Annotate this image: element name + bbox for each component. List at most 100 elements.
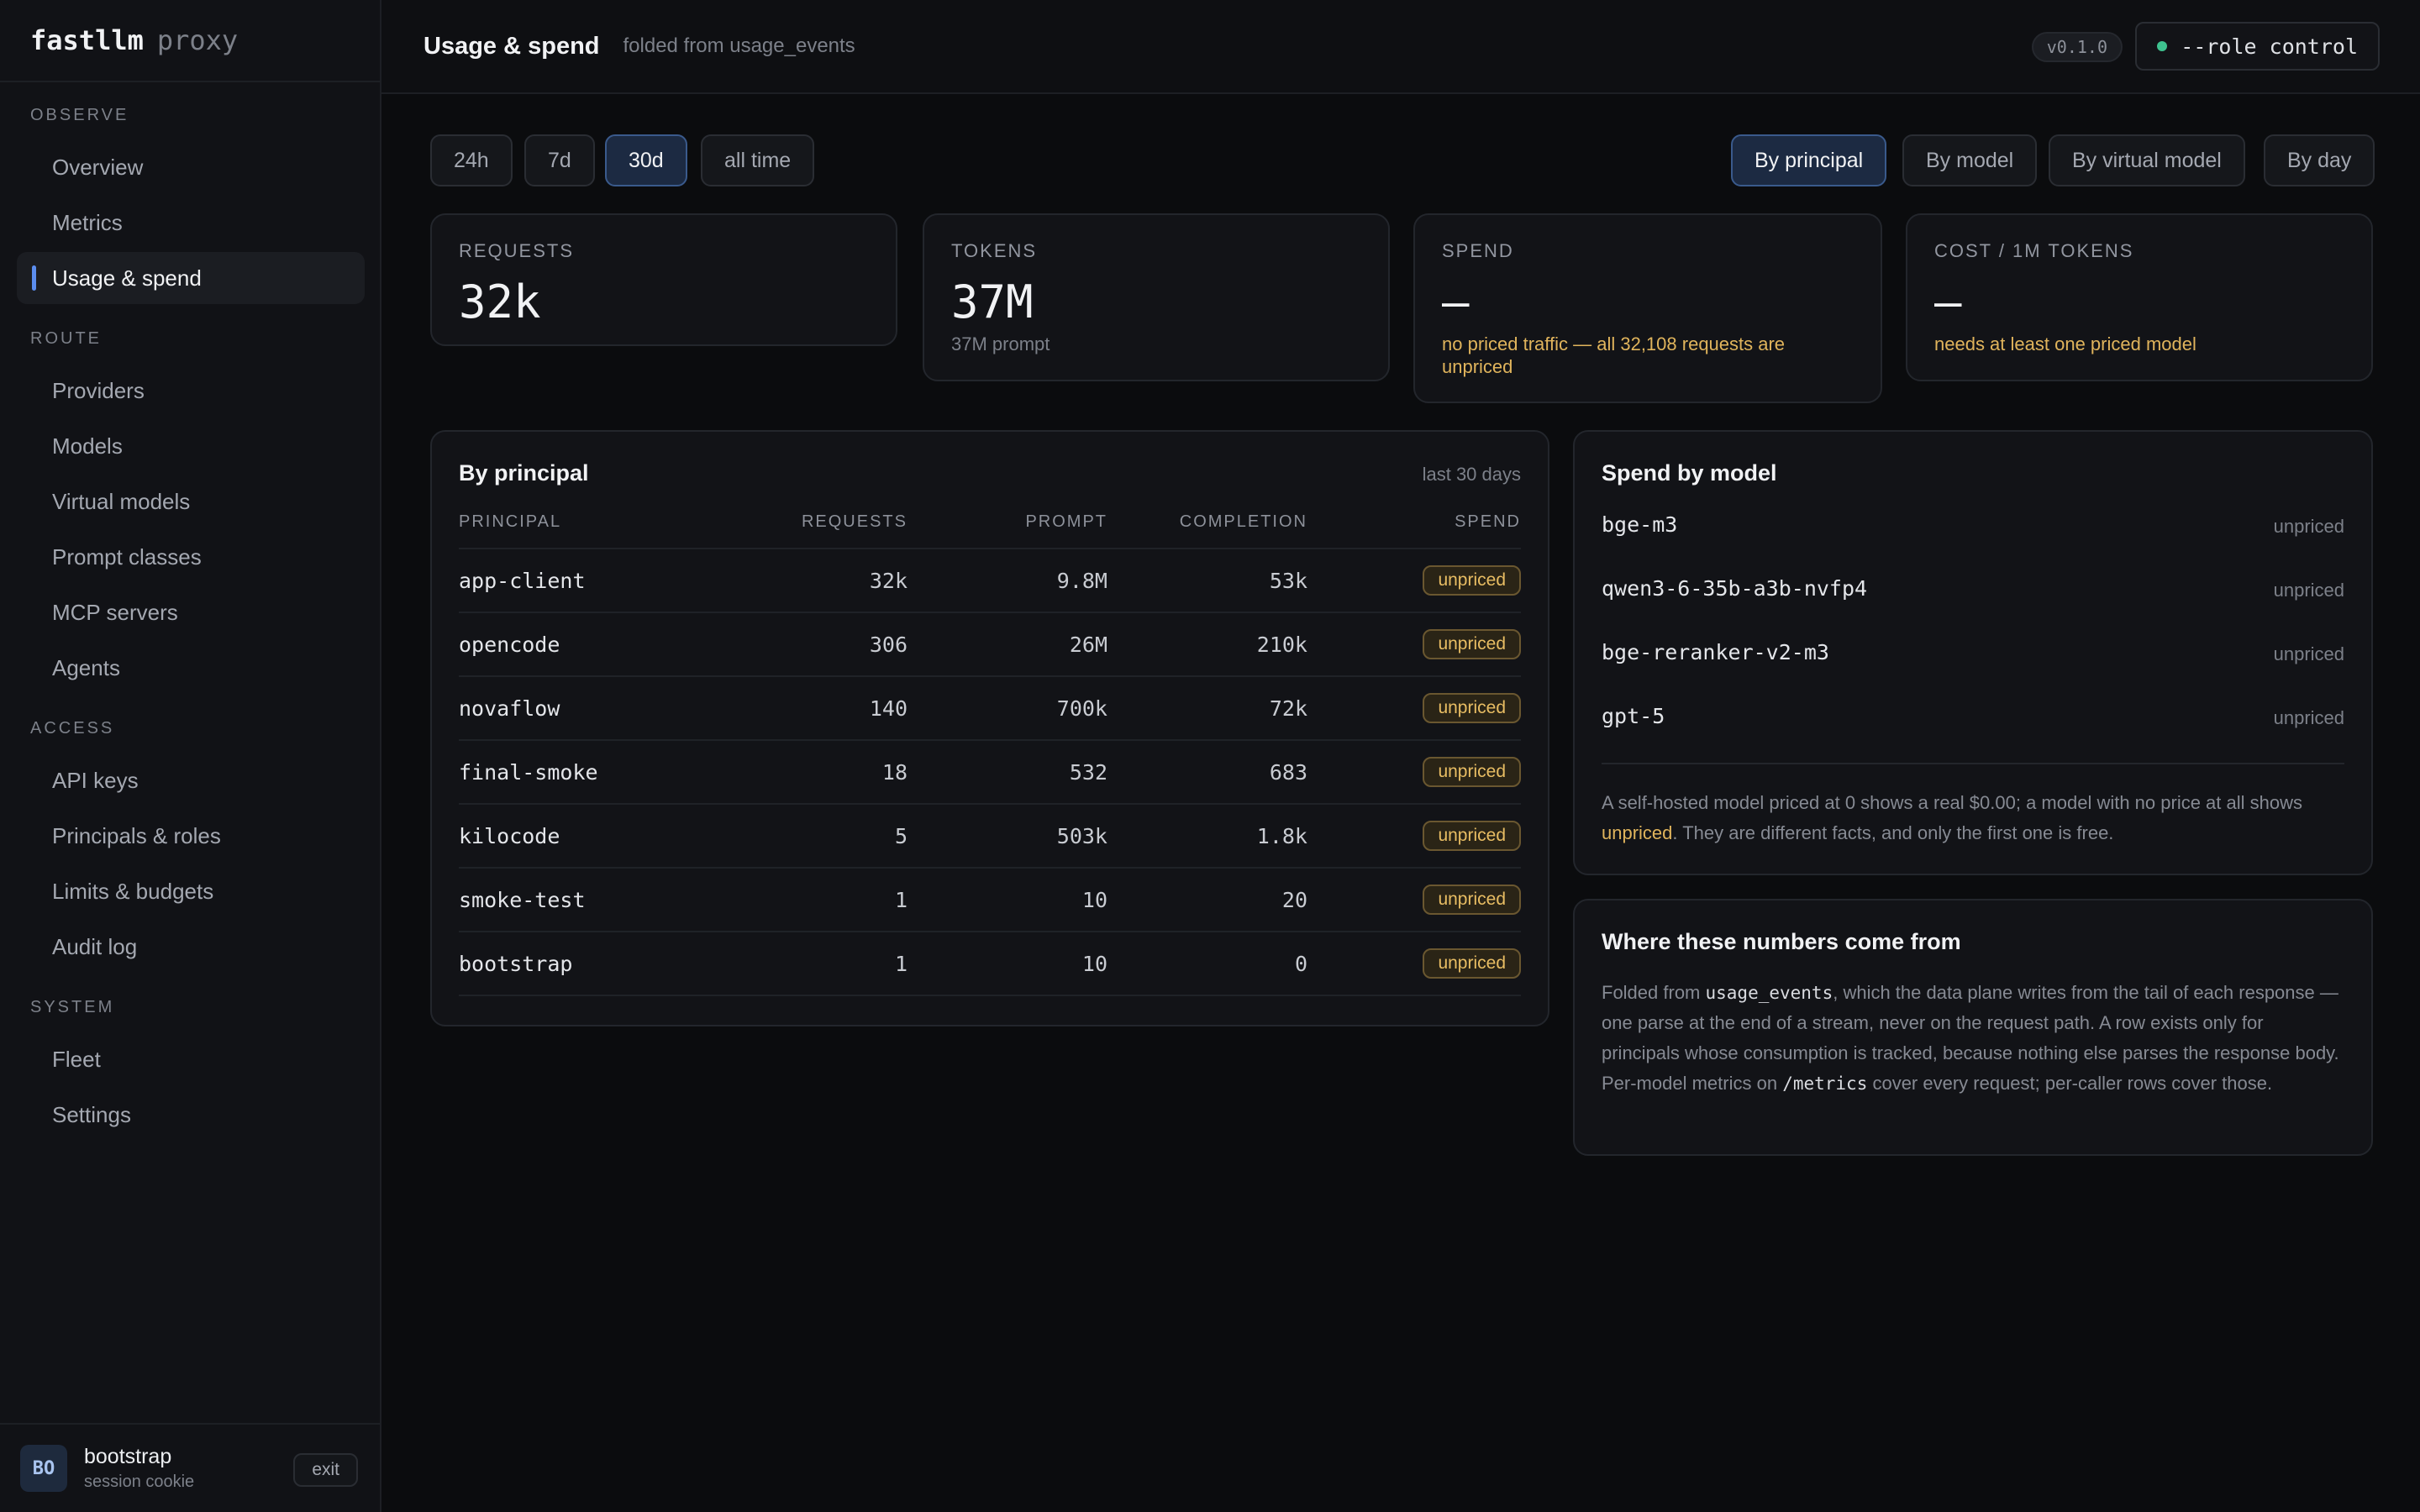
sidebar-item-virtual-models[interactable]: Virtual models [52, 488, 191, 514]
stat-note: no priced traffic — all 32,108 requests … [1442, 333, 1786, 377]
nav-section-observe: OBSERVE [30, 106, 129, 124]
model-name: qwen3-6-35b-a3b-nvfp4 [1602, 576, 1868, 601]
brand-logo[interactable]: fastllm proxy [0, 0, 380, 82]
model-row[interactable]: bge-m3 unpriced [1602, 494, 2344, 558]
table-row[interactable]: bootstrap 1 10 0 unpriced [459, 931, 1521, 995]
stat-value: — [1934, 276, 1962, 328]
brand-name: fastllm [30, 24, 144, 56]
group-by-day-button[interactable]: By day [2264, 134, 2375, 186]
stat-card-tokens: TOKENS 37M 37M prompt [923, 213, 1390, 381]
stat-card-requests: REQUESTS 32k [430, 213, 897, 346]
sidebar-item-mcp-servers[interactable]: MCP servers [52, 599, 178, 625]
source-text: Folded from [1602, 982, 1706, 1003]
sidebar-item-metrics[interactable]: Metrics [52, 209, 123, 235]
spend-by-model-panel: Spend by model bge-m3 unpriced qwen3-6-3… [1573, 430, 2373, 875]
group-by-model-button[interactable]: By model [1902, 134, 2038, 186]
status-badge: unpriced [1423, 629, 1521, 659]
sidebar-item-agents[interactable]: Agents [52, 654, 120, 680]
requests-cell: 18 [881, 759, 908, 785]
nav-section-access: ACCESS [30, 719, 115, 738]
sidebar-item-principals-roles[interactable]: Principals & roles [52, 822, 221, 848]
range-24h-button[interactable]: 24h [430, 134, 513, 186]
spend-cell: unpriced [1423, 613, 1521, 675]
sidebar-item-usage-spend[interactable]: Usage & spend [17, 252, 365, 304]
stat-label: SPEND [1442, 240, 1514, 261]
stat-label: REQUESTS [459, 240, 575, 261]
sidebar-item-limits-budgets[interactable]: Limits & budgets [52, 878, 214, 904]
principal-cell: bootstrap [459, 951, 573, 976]
pricing-note-text: A self-hosted model priced at 0 shows a … [1602, 792, 2303, 813]
table-row[interactable]: novaflow 140 700k 72k unpriced [459, 675, 1521, 739]
column-header-requests: REQUESTS [801, 512, 908, 531]
stat-note: 37M prompt [951, 333, 1050, 354]
stat-card-spend: SPEND — no priced traffic — all 32,108 r… [1413, 213, 1882, 403]
table-row[interactable]: smoke-test 1 10 20 unpriced [459, 867, 1521, 931]
user-name: bootstrap [84, 1445, 172, 1468]
model-spend: unpriced [2273, 516, 2344, 537]
completion-cell: 683 [1269, 759, 1307, 785]
stat-card-cost-per-token: COST / 1M TOKENS — needs at least one pr… [1906, 213, 2373, 381]
prompt-cell: 10 [1081, 951, 1107, 976]
model-spend: unpriced [2273, 707, 2344, 728]
table-row[interactable]: kilocode 5 503k 1.8k unpriced [459, 803, 1521, 867]
status-badge: unpriced [1423, 757, 1521, 787]
status-badge: unpriced [1423, 565, 1521, 596]
version-badge: v0.1.0 [2031, 32, 2123, 62]
model-spend: unpriced [2273, 643, 2344, 664]
panel-title: Spend by model [1602, 460, 1777, 486]
completion-cell: 0 [1294, 951, 1307, 976]
prompt-cell: 503k [1056, 823, 1107, 848]
range-7d-button[interactable]: 7d [524, 134, 595, 186]
sidebar-item-settings[interactable]: Settings [52, 1101, 131, 1127]
exit-button[interactable]: exit [293, 1453, 358, 1487]
table-row[interactable]: opencode 306 26M 210k unpriced [459, 612, 1521, 675]
sidebar-item-prompt-classes[interactable]: Prompt classes [52, 543, 202, 570]
completion-cell: 210k [1256, 632, 1307, 657]
status-badge: unpriced [1423, 885, 1521, 915]
column-header-prompt: PROMPT [1025, 512, 1107, 531]
stat-label: COST / 1M TOKENS [1934, 240, 2134, 261]
status-dot-icon [2157, 41, 2168, 51]
principal-table-panel: By principal last 30 days PRINCIPAL REQU… [430, 430, 1549, 1026]
table-row[interactable]: final-smoke 18 532 683 unpriced [459, 739, 1521, 803]
column-header-spend: SPEND [1455, 512, 1521, 531]
role-label: --role control [2181, 34, 2358, 59]
data-source-panel: Where these numbers come from Folded fro… [1573, 899, 2373, 1156]
group-by-principal-button[interactable]: By principal [1731, 134, 1887, 186]
top-header: Usage & spend folded from usage_events v… [381, 0, 2420, 94]
spend-cell: unpriced [1423, 932, 1521, 995]
sidebar-item-api-keys[interactable]: API keys [52, 767, 139, 793]
role-indicator[interactable]: --role control [2135, 22, 2380, 71]
prompt-cell: 10 [1081, 887, 1107, 912]
sidebar-item-overview[interactable]: Overview [52, 154, 144, 180]
brand-suffix: proxy [156, 24, 239, 56]
user-panel: BO bootstrap session cookie exit [0, 1423, 380, 1512]
page-title: Usage & spend [424, 32, 600, 60]
status-badge: unpriced [1423, 821, 1521, 851]
divider [1602, 763, 2344, 764]
principal-cell: smoke-test [459, 887, 586, 912]
panel-title: Where these numbers come from [1602, 929, 1961, 954]
model-row[interactable]: bge-reranker-v2-m3 unpriced [1602, 622, 2344, 685]
prompt-cell: 532 [1069, 759, 1107, 785]
stat-note: needs at least one priced model [1934, 333, 2196, 354]
spend-cell: unpriced [1423, 549, 1521, 612]
sidebar-item-providers[interactable]: Providers [52, 377, 145, 403]
model-name: bge-m3 [1602, 512, 1678, 537]
stat-value: — [1442, 276, 1470, 328]
range-30d-button[interactable]: 30d [605, 134, 687, 186]
sidebar-item-fleet[interactable]: Fleet [52, 1046, 101, 1072]
nav-section-system: SYSTEM [30, 998, 115, 1016]
group-by-virtual-model-button[interactable]: By virtual model [2049, 134, 2245, 186]
status-badge: unpriced [1423, 693, 1521, 723]
range-all-time-button[interactable]: all time [701, 134, 815, 186]
model-row[interactable]: gpt-5 unpriced [1602, 685, 2344, 749]
spend-cell: unpriced [1423, 869, 1521, 931]
sidebar-item-models[interactable]: Models [52, 433, 123, 459]
model-row[interactable]: qwen3-6-35b-a3b-nvfp4 unpriced [1602, 558, 2344, 622]
sidebar-item-audit-log[interactable]: Audit log [52, 933, 138, 959]
spend-cell: unpriced [1423, 805, 1521, 867]
panel-period: last 30 days [1422, 464, 1521, 485]
requests-cell: 306 [869, 632, 908, 657]
table-row[interactable]: app-client 32k 9.8M 53k unpriced [459, 548, 1521, 612]
